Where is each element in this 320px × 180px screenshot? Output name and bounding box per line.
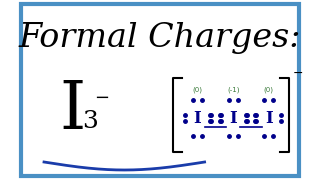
Text: (0): (0) [192, 87, 203, 93]
Text: Formal Charges:: Formal Charges: [19, 22, 301, 54]
Text: I: I [60, 77, 86, 143]
Text: (0): (0) [264, 87, 274, 93]
Text: I: I [229, 109, 237, 127]
Text: I: I [265, 109, 273, 127]
Text: 3: 3 [83, 111, 98, 134]
Text: −: − [293, 66, 304, 80]
Text: I: I [194, 109, 201, 127]
Text: (-1): (-1) [227, 87, 239, 93]
Text: −: − [94, 89, 109, 107]
